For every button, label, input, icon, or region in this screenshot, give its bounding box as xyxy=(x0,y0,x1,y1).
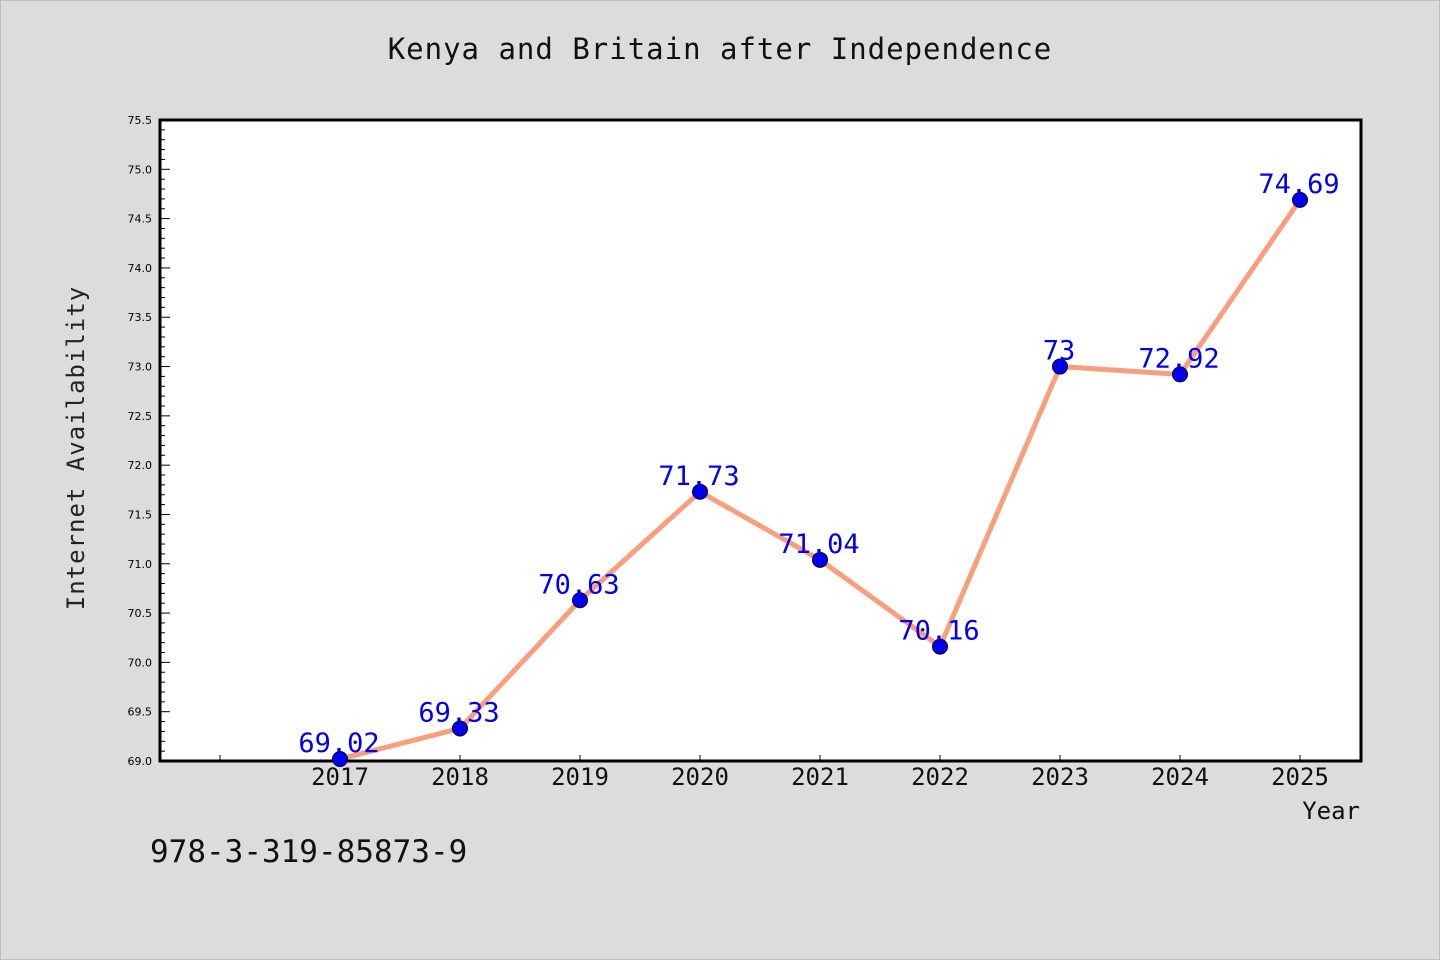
y-tick-label: 74.5 xyxy=(128,213,153,226)
data-label: 71.04 xyxy=(778,529,859,560)
data-label: 70.16 xyxy=(898,616,979,647)
x-tick-label: 2020 xyxy=(671,763,729,791)
y-tick-label: 70.0 xyxy=(128,656,153,669)
plot-area xyxy=(158,118,1363,763)
x-tick-label: 2024 xyxy=(1151,763,1209,791)
data-point xyxy=(332,751,348,768)
data-point xyxy=(692,483,708,500)
data-label: 69.02 xyxy=(298,728,379,759)
data-point xyxy=(932,638,948,655)
data-point xyxy=(572,592,588,609)
series-markers xyxy=(332,191,1308,768)
data-point xyxy=(452,720,468,737)
data-label: 71.73 xyxy=(658,461,739,492)
data-label: 72.92 xyxy=(1138,343,1219,374)
x-tick-label: 2017 xyxy=(311,763,369,791)
data-labels: 69.02 69.33 70.63 71.73 71.04 70.16 73 72.92 74.… xyxy=(298,169,1339,759)
y-tick-label: 72.5 xyxy=(128,410,153,423)
chart-title: Kenya and Britain after Independence xyxy=(387,32,1053,66)
data-point xyxy=(1292,191,1308,208)
isbn-text: 978-3-319-85873-9 xyxy=(150,834,468,870)
data-label: 74.69 xyxy=(1258,169,1339,200)
x-tick-label: 2018 xyxy=(431,763,489,791)
y-tick-label: 73.0 xyxy=(128,361,153,374)
y-tick-label: 69.0 xyxy=(128,755,153,768)
data-label: 73 xyxy=(1043,336,1076,367)
x-axis-label: Year xyxy=(1302,797,1360,825)
y-tick-label: 72.0 xyxy=(128,459,153,472)
y-tick-label: 75.0 xyxy=(128,163,153,176)
y-tick-label: 70.5 xyxy=(128,607,153,620)
x-tick-label: 2021 xyxy=(791,763,849,791)
y-tick-label: 74.0 xyxy=(128,262,153,275)
y-axis-ticks: 69.0 69.5 70.0 70.5 71.0 71.5 72.0 72.5 73.0 73.5… xyxy=(128,114,170,768)
data-label: 69.33 xyxy=(418,697,499,728)
x-axis-ticks: 2017 2018 2019 2020 2021 2022 2023 2024 2025 xyxy=(219,755,1329,791)
x-tick-label: 2023 xyxy=(1031,763,1089,791)
y-tick-label: 73.5 xyxy=(128,311,153,324)
x-tick-label: 2025 xyxy=(1271,763,1329,791)
data-label: 70.63 xyxy=(538,569,619,600)
y-tick-label: 71.5 xyxy=(128,508,153,521)
data-point xyxy=(1172,366,1188,383)
data-point xyxy=(812,551,828,568)
data-point xyxy=(1052,358,1068,375)
y-tick-label: 75.5 xyxy=(128,114,153,127)
x-tick-label: 2019 xyxy=(551,763,609,791)
y-tick-label: 71.0 xyxy=(128,558,153,571)
y-tick-label: 69.5 xyxy=(128,706,153,719)
x-tick-label: 2022 xyxy=(911,763,969,791)
